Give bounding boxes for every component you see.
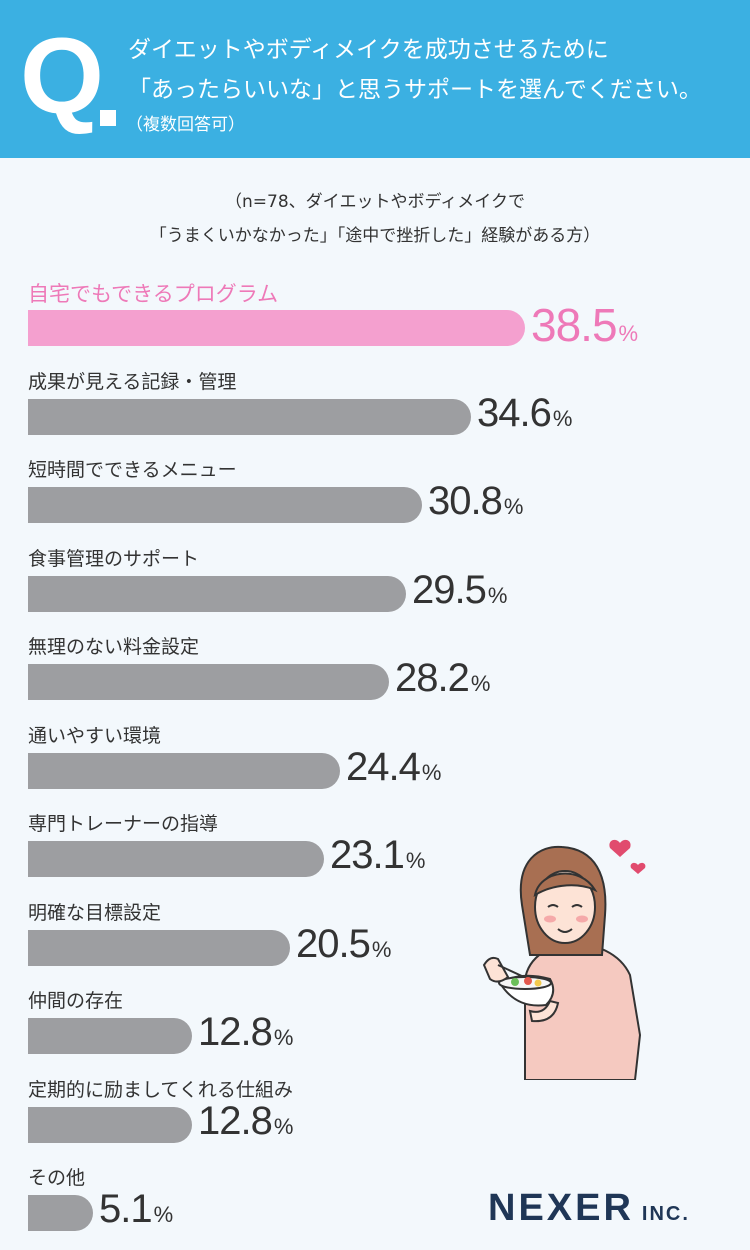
value-label: 29.5% xyxy=(412,568,507,613)
bar xyxy=(28,575,406,612)
value-unit: % xyxy=(153,1202,174,1227)
bar xyxy=(28,929,290,966)
value-number: 12.8 xyxy=(198,1010,273,1054)
value-label: 28.2% xyxy=(395,656,490,701)
value-number: 29.5 xyxy=(412,567,487,612)
q-dot xyxy=(100,110,116,126)
value-unit: % xyxy=(470,671,491,696)
category-label: 食事管理のサポート xyxy=(28,547,200,570)
question-line-1: ダイエットやボディメイクを成功させるために xyxy=(128,37,609,63)
bar xyxy=(28,752,340,789)
category-label: その他 xyxy=(28,1167,86,1189)
value-number: 38.5 xyxy=(531,299,618,351)
value-label: 24.4% xyxy=(346,745,441,790)
category-label: 無理のない料金設定 xyxy=(28,636,200,658)
value-unit: % xyxy=(421,759,442,785)
category-label: 成果が見える記録・管理 xyxy=(28,370,237,393)
sample-note-line-1: （n=78、ダイエットやボディメイクで xyxy=(225,192,525,212)
bar xyxy=(28,841,324,877)
category-label: 自宅でもできるプログラム xyxy=(28,282,279,306)
bar xyxy=(28,398,471,435)
value-label: 34.6% xyxy=(477,391,572,436)
value-unit: % xyxy=(487,582,508,608)
value-label: 12.8% xyxy=(198,1010,293,1055)
value-label: 38.5% xyxy=(531,298,638,352)
bar xyxy=(28,1018,192,1054)
category-label: 仲間の存在 xyxy=(28,990,124,1012)
value-number: 30.8 xyxy=(428,479,503,523)
value-label: 12.8% xyxy=(198,1099,293,1144)
woman-eating-illustration xyxy=(482,839,646,1080)
sample-note-line-2: 「うまくいかなかった」「途中で挫折した」経験がある方） xyxy=(149,226,601,246)
category-label: 明確な目標設定 xyxy=(28,901,162,924)
value-label: 23.1% xyxy=(330,833,425,878)
value-label: 5.1% xyxy=(99,1187,173,1232)
logo-suffix: INC. xyxy=(641,1203,690,1225)
question-note: （複数回答可） xyxy=(126,115,245,135)
value-unit: % xyxy=(405,848,426,873)
value-number: 24.4 xyxy=(346,744,421,789)
bar xyxy=(28,1106,192,1143)
question-line-2: 「あったらいいな」と思うサポートを選んでください。 xyxy=(128,77,702,103)
value-label: 20.5% xyxy=(296,922,391,967)
value-unit: % xyxy=(618,321,639,346)
nexer-logo: NEXER INC. xyxy=(488,1187,690,1230)
value-number: 23.1 xyxy=(330,833,405,877)
bar xyxy=(28,1195,93,1231)
logo-main: NEXER xyxy=(488,1187,634,1229)
category-label: 短時間でできるメニュー xyxy=(28,459,237,481)
bar xyxy=(28,487,422,523)
value-number: 20.5 xyxy=(296,921,371,966)
value-unit: % xyxy=(273,1113,294,1139)
value-number: 34.6 xyxy=(477,390,552,435)
value-number: 28.2 xyxy=(395,656,470,700)
value-number: 5.1 xyxy=(99,1187,153,1231)
value-unit: % xyxy=(371,936,392,962)
value-unit: % xyxy=(552,405,573,431)
question-header: Q ダイエットやボディメイクを成功させるために 「あったらいいな」と思うサポート… xyxy=(0,0,750,158)
category-label: 通いやすい環境 xyxy=(28,724,162,747)
q-mark: Q xyxy=(20,15,105,136)
value-label: 30.8% xyxy=(428,479,523,524)
category-label: 定期的に励ましてくれる仕組み xyxy=(28,1078,293,1101)
value-unit: % xyxy=(273,1025,294,1050)
value-unit: % xyxy=(503,494,524,519)
bar-chart: 自宅でもできるプログラム 38.5% 成果が見える記録・管理 34.6% 短時間でできる… xyxy=(0,270,750,1240)
category-label: 専門トレーナーの指導 xyxy=(28,813,219,835)
bar xyxy=(28,664,389,700)
bar xyxy=(28,310,525,346)
value-number: 12.8 xyxy=(198,1098,273,1143)
